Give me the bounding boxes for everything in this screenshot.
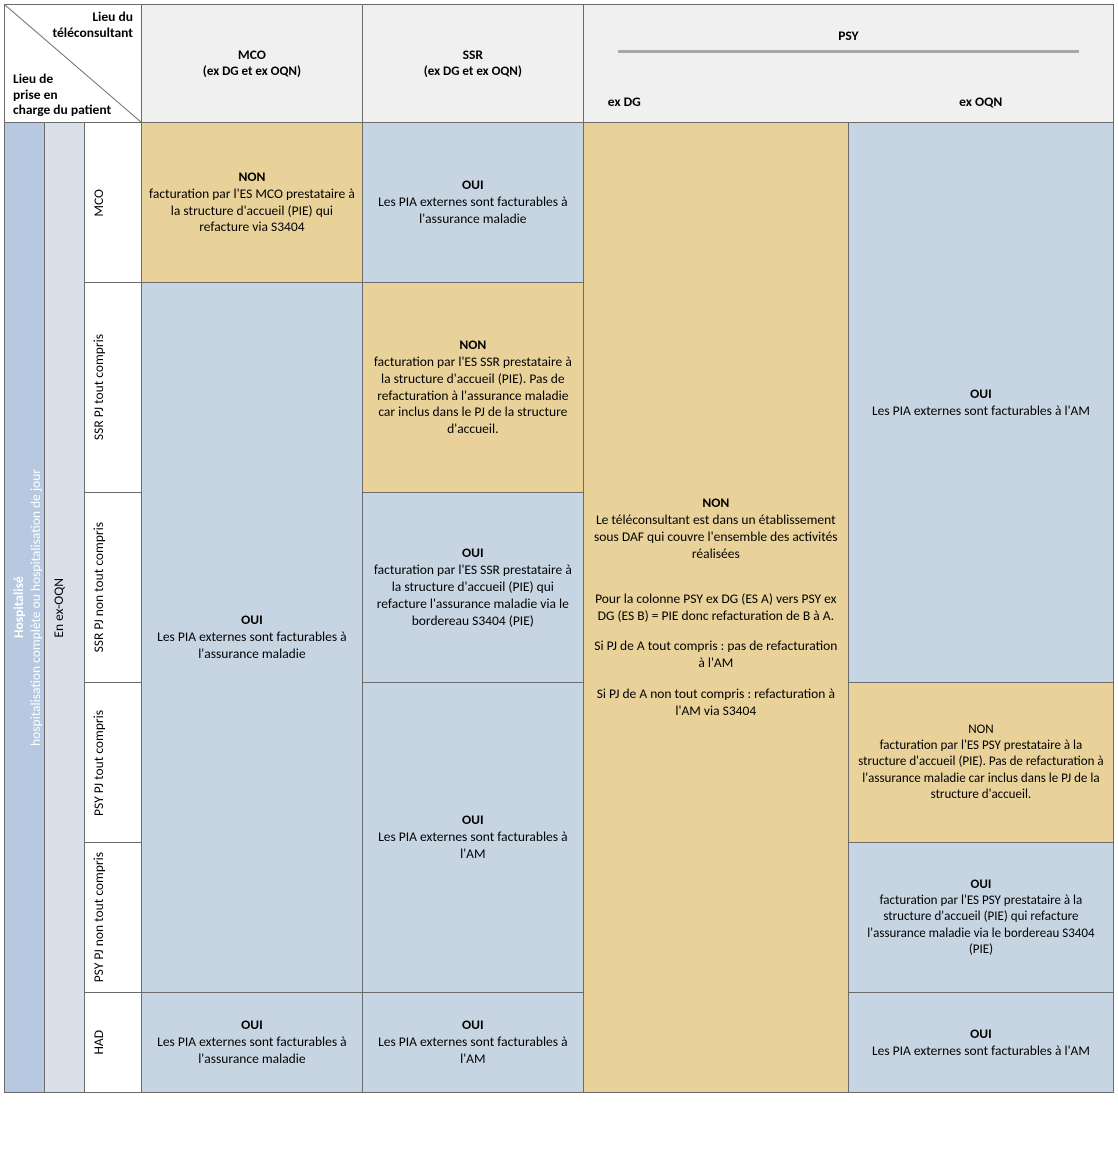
cell-psydg-all: NON Le téléconsultant est dans un établi… bbox=[583, 123, 848, 1093]
col-header-psy-exoqn: ex OQN bbox=[848, 82, 1113, 123]
col-header-ssr: SSR (ex DG et ex OQN) bbox=[362, 5, 583, 123]
cell-psyoqn-r5: OUI facturation par l'ES PSY prestataire… bbox=[848, 843, 1113, 993]
cell-ssr-r3: OUI facturation par l'ES SSR prestataire… bbox=[362, 493, 583, 683]
col-header-psy: PSY bbox=[583, 5, 1113, 82]
col-header-mco: MCO (ex DG et ex OQN) bbox=[141, 5, 362, 123]
cell-ssr-r4r5: OUI Les PIA externes sont facturables à … bbox=[362, 683, 583, 993]
diag-bottom-label: Lieu de prise en charge du patient bbox=[13, 71, 111, 118]
row-label-psy-pj-tc: PSY PJ tout compris bbox=[84, 683, 141, 843]
cell-mco-r6: OUI Les PIA externes sont facturables à … bbox=[141, 993, 362, 1093]
cell-mco-r2to5: OUI Les PIA externes sont facturables à … bbox=[141, 283, 362, 993]
row-label-ssr-pj-ntc: SSR PJ non tout compris bbox=[84, 493, 141, 683]
row-label-had: HAD bbox=[84, 993, 141, 1093]
cell-ssr-r2: NON facturation par l'ES SSR prestataire… bbox=[362, 283, 583, 493]
diagonal-header: Lieu du téléconsultant Lieu de prise en … bbox=[5, 5, 142, 123]
row-label-ssr-pj-tc: SSR PJ tout compris bbox=[84, 283, 141, 493]
cell-psyoqn-r1to3: OUI Les PIA externes sont facturables à … bbox=[848, 123, 1113, 683]
cell-ssr-r6: OUI Les PIA externes sont facturables à … bbox=[362, 993, 583, 1093]
cell-psyoqn-r4: NON facturation par l'ES PSY prestataire… bbox=[848, 683, 1113, 843]
billing-matrix-table: Lieu du téléconsultant Lieu de prise en … bbox=[4, 4, 1114, 1093]
row-group-hospitalise: Hospitaliséhospitalisation complète ou h… bbox=[5, 123, 45, 1093]
row-group-exoqn: En ex-OQN bbox=[44, 123, 84, 1093]
cell-mco-r1: NON facturation par l'ES MCO prestataire… bbox=[141, 123, 362, 283]
col-header-psy-exdg: ex DG bbox=[583, 82, 848, 123]
cell-psyoqn-r6: OUI Les PIA externes sont facturables à … bbox=[848, 993, 1113, 1093]
row-label-mco: MCO bbox=[84, 123, 141, 283]
row-label-psy-pj-ntc: PSY PJ non tout compris bbox=[84, 843, 141, 993]
diag-top-label: Lieu du téléconsultant bbox=[52, 9, 132, 40]
cell-ssr-r1: OUI Les PIA externes sont facturables à … bbox=[362, 123, 583, 283]
